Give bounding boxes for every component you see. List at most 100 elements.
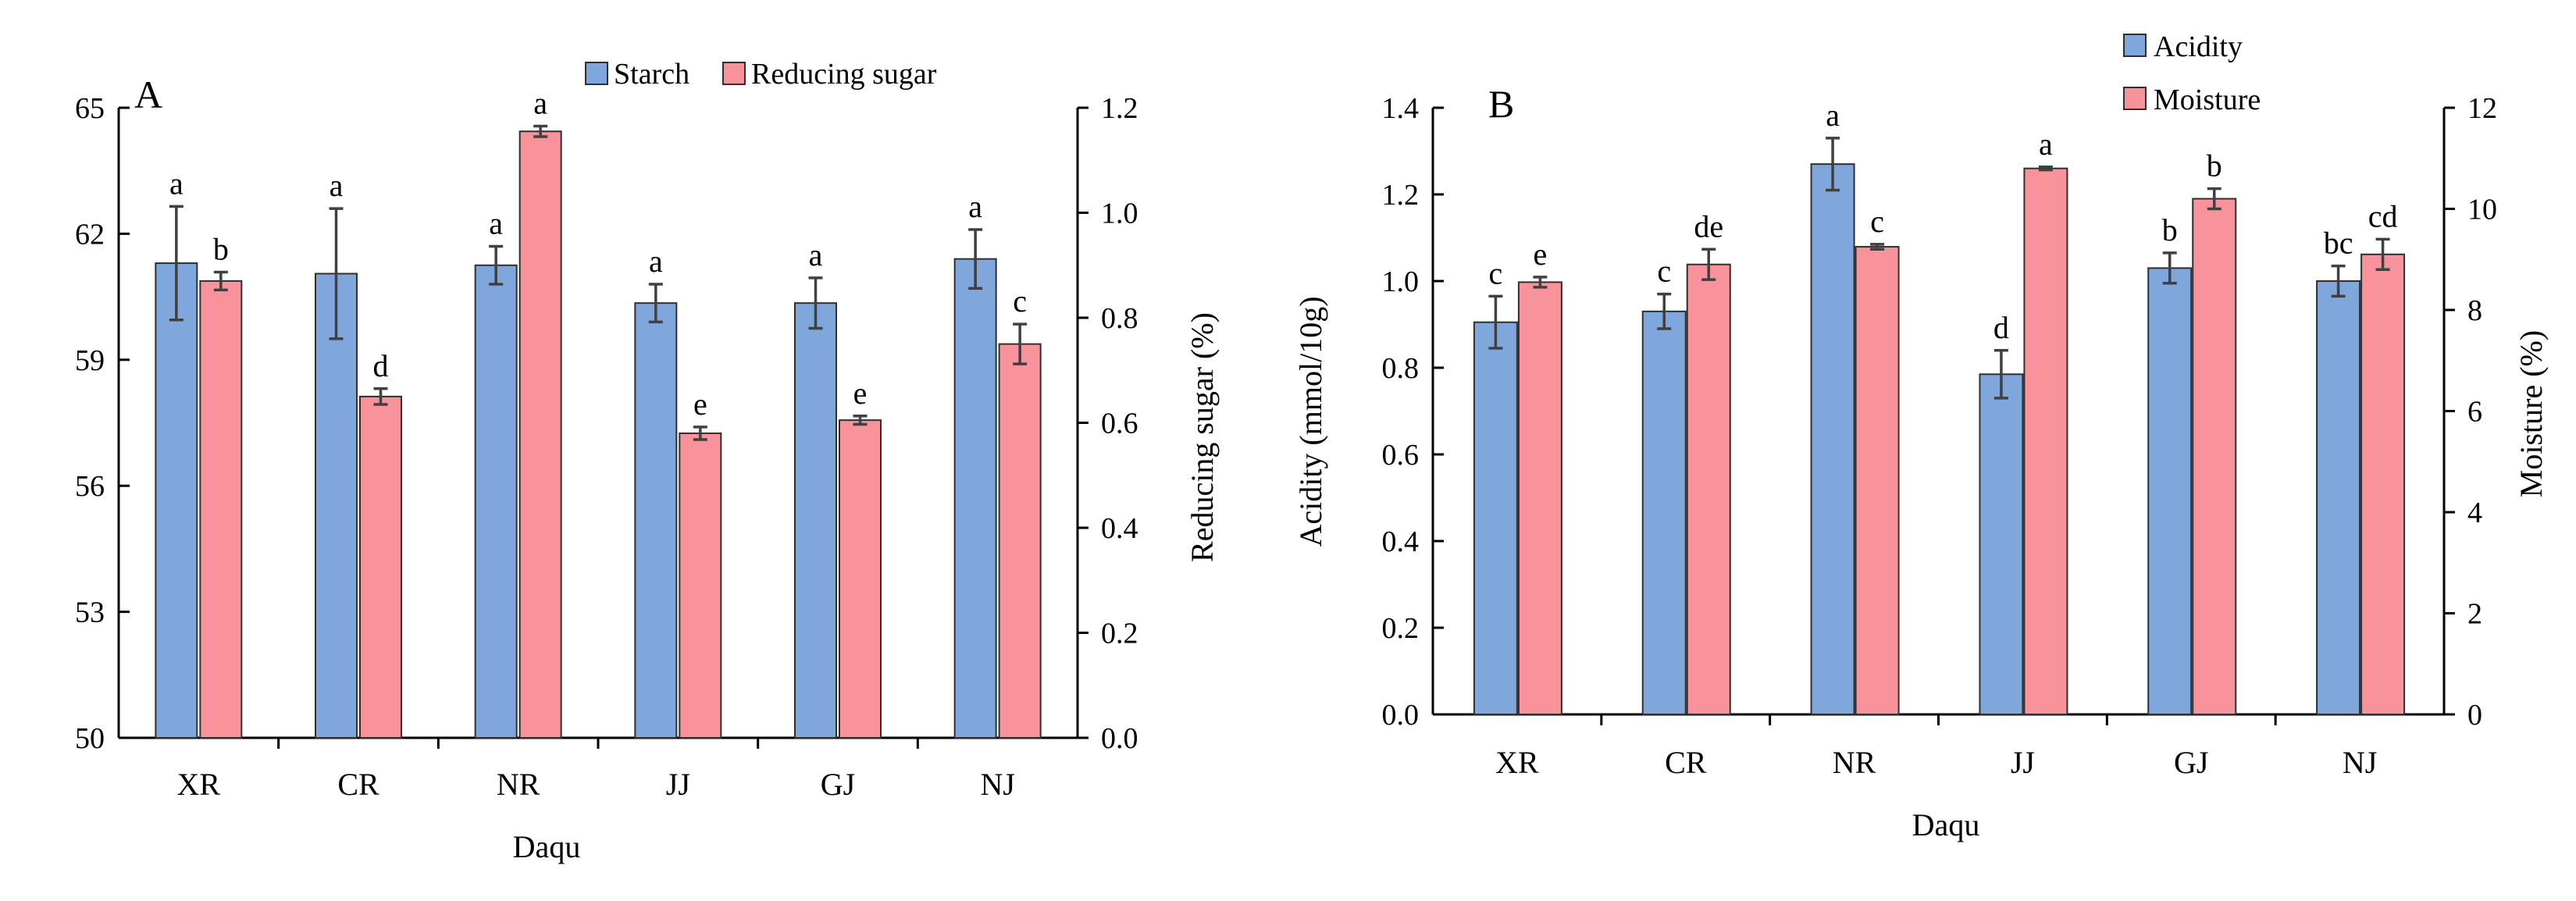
category-label: JJ	[666, 767, 690, 802]
bar-reducing-sugar	[518, 130, 562, 739]
right-tick-label: 1.0	[1101, 198, 1138, 230]
category-label: NJ	[980, 767, 1014, 802]
right-tick-label: 8	[2467, 294, 2482, 327]
significance-letter: b	[213, 231, 229, 266]
category-label: XR	[177, 767, 221, 802]
significance-letter: a	[1826, 98, 1840, 133]
significance-letter: e	[853, 376, 868, 411]
significance-letter: c	[1870, 204, 1884, 239]
bar-reducing-sugar	[839, 419, 882, 739]
category-label: GJ	[821, 767, 855, 802]
bar-moisture	[2192, 198, 2237, 716]
left-tick-label: 62	[75, 218, 105, 251]
left-tick-label: 65	[75, 92, 105, 125]
left-tick-label: 1.4	[1382, 92, 1420, 125]
significance-letter: b	[2162, 212, 2178, 248]
right-tick-label: 0.6	[1101, 408, 1138, 440]
legend-starch-label: Starch	[614, 58, 689, 91]
legend-moisture-swatch	[2123, 87, 2147, 110]
significance-letter: a	[2039, 126, 2053, 162]
bar-reducing-sugar	[998, 343, 1042, 739]
left-tick-label: 59	[75, 344, 105, 377]
legend-reducing-sugar-label: Reducing sugar	[751, 58, 937, 91]
left-tick-label: 1.2	[1382, 179, 1420, 212]
left-tick-label: 0.2	[1382, 612, 1420, 645]
significance-letter: c	[1013, 283, 1027, 319]
panel-b-label: B	[1488, 82, 1514, 126]
bar-acidity	[1810, 163, 1855, 715]
right-tick-label: 6	[2467, 396, 2482, 429]
bar-reducing-sugar	[359, 395, 402, 739]
left-tick-label: 53	[75, 597, 105, 629]
significance-letter: a	[330, 168, 344, 203]
significance-letter: a	[649, 244, 663, 279]
bar-acidity	[1641, 310, 1687, 716]
bar-reducing-sugar	[199, 280, 243, 739]
significance-letter: a	[809, 237, 823, 272]
significance-letter: a	[533, 86, 547, 121]
left-tick-label: 0.6	[1382, 439, 1420, 472]
bar-starch	[794, 302, 837, 739]
legend-starch-swatch	[585, 62, 608, 85]
bar-moisture	[2023, 167, 2068, 715]
bar-moisture	[2360, 253, 2406, 715]
left-tick-label: 56	[75, 470, 105, 503]
significance-letter: a	[169, 166, 183, 201]
right-tick-label: 0.4	[1101, 512, 1138, 545]
left-tick-label: 50	[75, 722, 105, 755]
significance-letter: c	[1657, 254, 1671, 289]
panel-b-xlabel: Daqu	[1912, 807, 1980, 842]
legend-acidity-swatch	[2123, 34, 2147, 57]
significance-letter: de	[1694, 208, 1723, 244]
significance-letter: c	[1489, 255, 1503, 290]
category-label: NR	[497, 767, 540, 802]
right-tick-label: 2	[2467, 598, 2482, 631]
significance-letter: e	[693, 386, 707, 422]
category-label: XR	[1495, 745, 1539, 780]
bar-acidity	[2316, 280, 2361, 715]
category-label: GJ	[2174, 745, 2208, 780]
bar-acidity	[1979, 373, 2024, 715]
panel-a-chart: A Daqu Reducing sugar (%) Starch Reducin…	[75, 58, 1220, 864]
category-label: NR	[1833, 745, 1876, 780]
significance-letter: cd	[2368, 198, 2398, 233]
panel-b-chart: B Daqu Acidity (mmol/10g) Moisture (%) A…	[1293, 30, 2549, 842]
panel-b-left-ylabel: Acidity (mmol/10g)	[1293, 296, 1328, 547]
right-tick-label: 4	[2467, 497, 2482, 529]
bar-reducing-sugar	[679, 432, 722, 739]
bar-acidity	[2147, 267, 2193, 716]
bar-starch	[474, 264, 518, 739]
bar-moisture	[1855, 246, 1900, 715]
panel-b-right-ylabel: Moisture (%)	[2514, 330, 2549, 497]
right-tick-label: 1.2	[1101, 92, 1138, 125]
significance-letter: d	[373, 348, 389, 383]
significance-letter: b	[2207, 148, 2222, 183]
right-tick-label: 0.0	[1101, 722, 1138, 755]
panel-a-right-ylabel: Reducing sugar (%)	[1185, 312, 1220, 562]
significance-letter: bc	[2324, 226, 2353, 261]
significance-letter: a	[968, 189, 982, 224]
bar-moisture	[1686, 263, 1731, 716]
left-tick-label: 0.8	[1382, 352, 1420, 385]
left-tick-label: 0.4	[1382, 525, 1420, 558]
significance-letter: d	[1993, 310, 2009, 345]
right-tick-label: 0	[2467, 699, 2482, 732]
bar-starch	[953, 258, 997, 739]
bar-starch	[634, 302, 678, 739]
legend-moisture-label: Moisture	[2154, 84, 2261, 116]
bar-starch	[155, 262, 198, 739]
panel-a-label: A	[134, 73, 162, 116]
right-tick-label: 10	[2467, 194, 2497, 226]
legend-reducing-sugar-swatch	[722, 62, 746, 85]
significance-letter: a	[489, 206, 503, 241]
right-tick-label: 12	[2467, 92, 2497, 125]
right-tick-label: 0.2	[1101, 618, 1138, 650]
right-tick-label: 0.8	[1101, 302, 1138, 335]
category-label: CR	[337, 767, 379, 802]
category-label: NJ	[2343, 745, 2377, 780]
category-label: JJ	[2011, 745, 2035, 780]
panel-a-xlabel: Daqu	[513, 829, 581, 864]
left-tick-label: 1.0	[1382, 265, 1420, 298]
significance-letter: e	[1534, 237, 1548, 272]
